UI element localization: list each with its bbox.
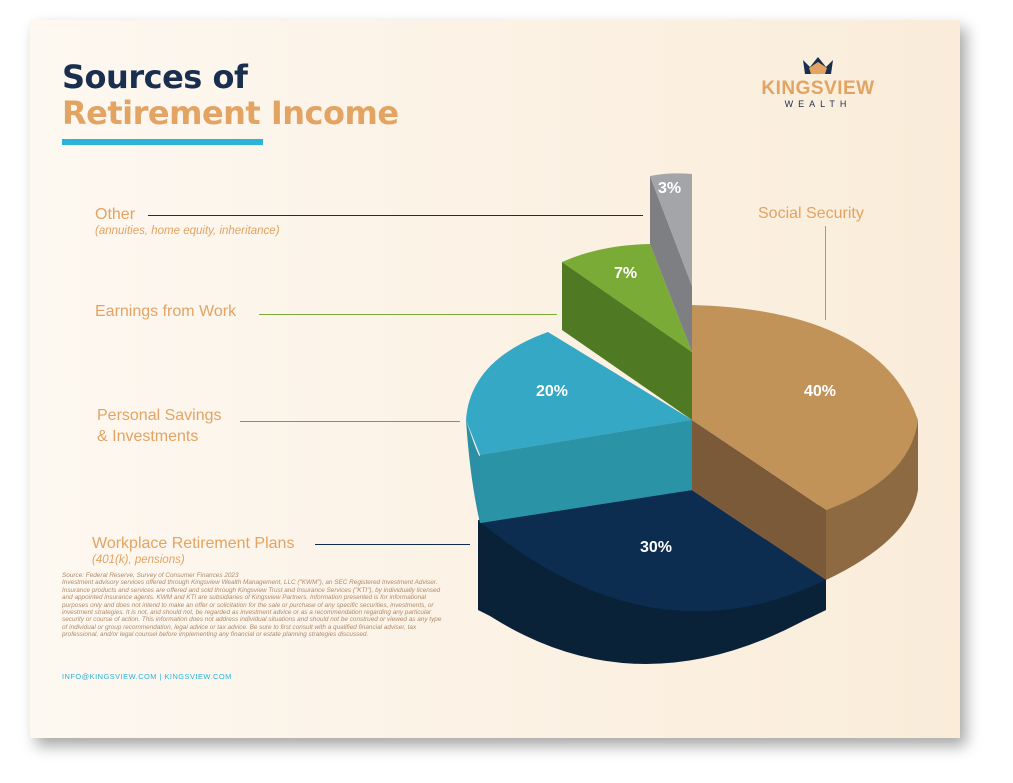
title-underline	[62, 139, 263, 145]
label-other-sub: (annuities, home equity, inheritance)	[95, 225, 280, 237]
label-workplace-sub: (401(k), pensions)	[92, 554, 185, 566]
leader-other	[148, 215, 643, 216]
value-label-earnings: 7%	[614, 265, 637, 282]
value-label-social: 40%	[804, 383, 836, 400]
pie-slice-earnings	[562, 244, 692, 420]
footer-contact[interactable]: INFO@KINGSVIEW.COM | KINGSVIEW.COM	[62, 672, 232, 681]
kingsview-logo: KINGSVIEW WEALTH	[758, 54, 878, 110]
value-label-workplace: 30%	[640, 539, 672, 556]
label-savings-line2: & Investments	[97, 428, 199, 445]
value-label-savings: 20%	[536, 383, 568, 400]
leader-workplace	[315, 544, 470, 545]
label-other: Other	[95, 206, 136, 223]
label-earnings: Earnings from Work	[95, 303, 237, 320]
page-title-line1: Sources of	[62, 58, 248, 96]
value-label-other: 3%	[658, 180, 681, 197]
logo-sub: WEALTH	[784, 99, 852, 109]
footer-source: Source: Federal Reserve, Survey of Consu…	[62, 572, 444, 639]
crown-icon	[803, 57, 833, 74]
logo-name: KINGSVIEW	[761, 78, 875, 99]
pie-slice-social	[692, 305, 918, 580]
source-citation: Source: Federal Reserve, Survey of Consu…	[62, 572, 239, 579]
label-workplace: Workplace Retirement Plans	[92, 535, 295, 552]
disclaimer-text: Investment advisory services offered thr…	[62, 579, 442, 639]
leader-earnings	[259, 314, 557, 315]
label-savings-line1: Personal Savings	[97, 407, 222, 424]
leader-social	[825, 226, 826, 320]
pie-slice-other	[650, 173, 692, 352]
pie-slice-workplace	[478, 490, 826, 664]
leader-savings	[240, 421, 460, 422]
pie-slice-savings	[466, 332, 692, 523]
page-title-line2: Retirement Income	[62, 94, 399, 132]
label-social: Social Security	[758, 205, 864, 222]
